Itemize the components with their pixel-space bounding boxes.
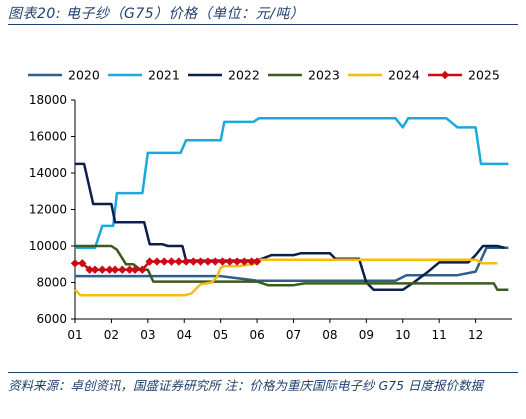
legend-label-2021: 2021	[148, 68, 180, 83]
data-point-2025	[160, 257, 169, 266]
y-tick-label: 14000	[29, 166, 67, 180]
data-point-2025	[70, 259, 80, 268]
y-tick-label: 8000	[36, 276, 67, 290]
legend-marker-2025	[440, 70, 450, 80]
data-point-2025	[98, 265, 107, 274]
data-point-2025	[196, 257, 205, 266]
data-point-2025	[225, 257, 234, 266]
data-point-2025	[85, 265, 94, 274]
chart-title: 图表20: 电子纱（G75）价格（单位：元/吨）	[8, 6, 305, 22]
data-point-2025	[110, 265, 120, 274]
x-tick-label: 10	[395, 328, 410, 342]
x-tick-label: 11	[432, 328, 447, 342]
data-point-2025	[247, 257, 256, 266]
x-tick-label: 03	[140, 328, 155, 342]
data-point-2025	[211, 257, 220, 266]
y-tick-label: 18000	[29, 93, 67, 107]
data-point-2025	[138, 265, 147, 274]
x-tick-label: 08	[322, 328, 337, 342]
data-point-2025	[90, 265, 100, 274]
title-divider	[8, 24, 518, 25]
x-tick-label: 01	[67, 328, 82, 342]
series-line-2021	[75, 117, 509, 250]
data-point-2025	[203, 257, 213, 266]
source-note: 资料来源：卓创资讯，国盛证券研究所 注：价格为重庆国际电子纱 G75 日度报价数…	[8, 378, 484, 393]
data-point-2025	[145, 257, 154, 266]
data-point-2025	[78, 259, 87, 268]
legend-label-2020: 2020	[68, 68, 100, 83]
source-divider	[8, 372, 518, 373]
axes: 6000 8000 10000 12000 14000 16000 18000 01 02 03 0…	[29, 93, 512, 342]
data-point-2025	[105, 265, 114, 274]
data-point-2025	[130, 265, 140, 274]
legend-label-2025: 2025	[468, 68, 500, 83]
x-tick-label: 12	[468, 328, 483, 342]
data-point-2025	[240, 257, 249, 266]
x-tick-label: 09	[359, 328, 374, 342]
y-tick-label: 6000	[36, 312, 67, 326]
data-point-2025	[232, 257, 242, 266]
data-point-2025	[218, 257, 227, 266]
legend-label-2023: 2023	[308, 68, 340, 83]
y-tick-label: 12000	[29, 203, 67, 217]
x-tick-label: 04	[177, 328, 192, 342]
data-point-2025	[181, 257, 191, 266]
data-point-2025	[152, 257, 162, 266]
data-point-2025	[189, 257, 198, 266]
series-line-2022	[75, 162, 505, 292]
data-point-2025	[118, 265, 127, 274]
x-tick-label: 07	[286, 328, 301, 342]
series-line-2020	[75, 246, 509, 282]
data-point-2025	[125, 265, 134, 274]
legend-label-2022: 2022	[228, 68, 260, 83]
y-tick-label: 10000	[29, 239, 67, 253]
series-line-2023	[75, 244, 509, 292]
x-tick-label: 02	[104, 328, 119, 342]
data-point-2025	[252, 257, 262, 266]
x-tick-label: 06	[249, 328, 264, 342]
series-line-2024	[74, 258, 498, 297]
x-tick-label: 05	[213, 328, 228, 342]
data-point-2025	[174, 257, 183, 266]
legend: 2020 2021 2022 2023 2024 2025	[28, 68, 500, 83]
y-tick-label: 16000	[29, 130, 67, 144]
data-point-2025	[167, 257, 176, 266]
series-lines	[70, 117, 509, 297]
legend-label-2024: 2024	[388, 68, 420, 83]
